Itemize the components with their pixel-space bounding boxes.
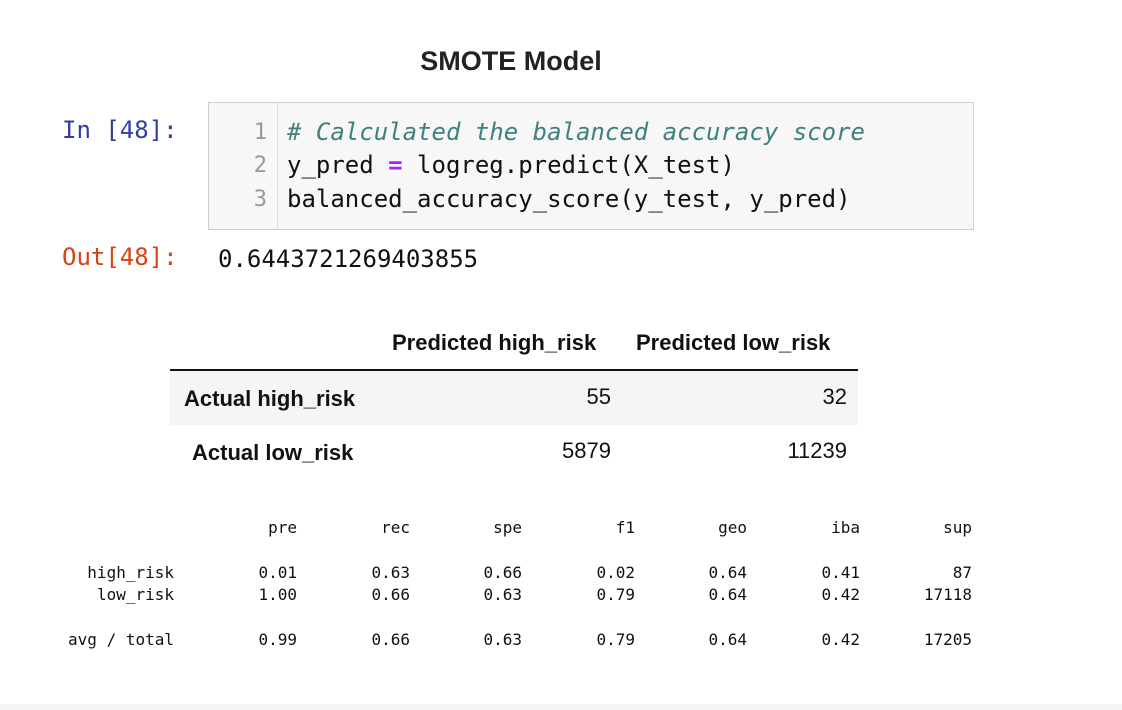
output-value: 0.6443721269403855 xyxy=(218,245,479,273)
report-cell: 17118 xyxy=(923,585,972,604)
report-header: pre xyxy=(268,518,297,537)
report-cell: 1.00 xyxy=(258,585,297,604)
cm-cell: 32 xyxy=(822,384,847,409)
cm-cell: 5879 xyxy=(562,438,611,463)
cm-cell: 11239 xyxy=(787,438,847,463)
cm-cell: 55 xyxy=(586,384,611,409)
report-cell: 0.42 xyxy=(821,585,860,604)
report-row-label: avg / total xyxy=(68,630,174,649)
code-text: y_pred xyxy=(287,151,389,179)
report-cell: 0.66 xyxy=(371,630,410,649)
code-cell[interactable]: 1 2 3 # Calculated the balanced accuracy… xyxy=(208,102,974,230)
report-row-label: low_risk xyxy=(96,585,174,604)
code-line-2: y_pred = logreg.predict(X_test) xyxy=(287,151,735,179)
report-header: spe xyxy=(493,518,522,537)
line-number: 3 xyxy=(253,187,267,212)
code-comment: # Calculated the balanced accuracy score xyxy=(287,118,865,146)
page-title: SMOTE Model xyxy=(420,46,602,76)
cm-row-label: Actual low_risk xyxy=(192,440,354,465)
report-header: f1 xyxy=(615,518,635,537)
report-cell: 0.66 xyxy=(371,585,410,604)
assign-operator: = xyxy=(388,151,403,179)
report-header: sup xyxy=(943,518,972,537)
report-cell: 0.42 xyxy=(821,630,860,649)
output-prompt: Out[48]: xyxy=(62,243,178,271)
report-header: iba xyxy=(831,518,860,537)
report-row-label: high_risk xyxy=(87,563,174,582)
report-cell: 0.79 xyxy=(596,585,635,604)
input-prompt: In [48]: xyxy=(62,116,178,144)
report-header: geo xyxy=(718,518,747,537)
code-line-3: balanced_accuracy_score(y_test, y_pred) xyxy=(287,185,851,213)
code-text: logreg.predict(X_test) xyxy=(402,151,735,179)
report-cell: 0.64 xyxy=(708,630,747,649)
report-cell: 0.63 xyxy=(483,630,522,649)
report-cell: 0.64 xyxy=(708,585,747,604)
report-cell: 17205 xyxy=(923,630,972,649)
cm-row-label: Actual high_risk xyxy=(184,386,356,411)
report-header: rec xyxy=(381,518,410,537)
table-header-rule xyxy=(170,369,858,371)
report-cell: 0.41 xyxy=(821,563,860,582)
line-number: 2 xyxy=(253,153,267,178)
report-cell: 0.64 xyxy=(708,563,747,582)
report-cell: 87 xyxy=(952,563,972,582)
report-cell: 0.99 xyxy=(258,630,297,649)
report-cell: 0.66 xyxy=(483,563,522,582)
line-number: 1 xyxy=(253,120,267,145)
cm-column-header: Predicted high_risk xyxy=(392,330,597,355)
report-cell: 0.63 xyxy=(483,585,522,604)
report-cell: 0.79 xyxy=(596,630,635,649)
report-cell: 0.02 xyxy=(596,563,635,582)
page-bottom-band xyxy=(0,704,1122,710)
table-row-stripe xyxy=(170,371,858,425)
report-cell: 0.63 xyxy=(371,563,410,582)
report-cell: 0.01 xyxy=(258,563,297,582)
line-number-gutter: 1 2 3 xyxy=(209,103,278,229)
cm-column-header: Predicted low_risk xyxy=(636,330,831,355)
